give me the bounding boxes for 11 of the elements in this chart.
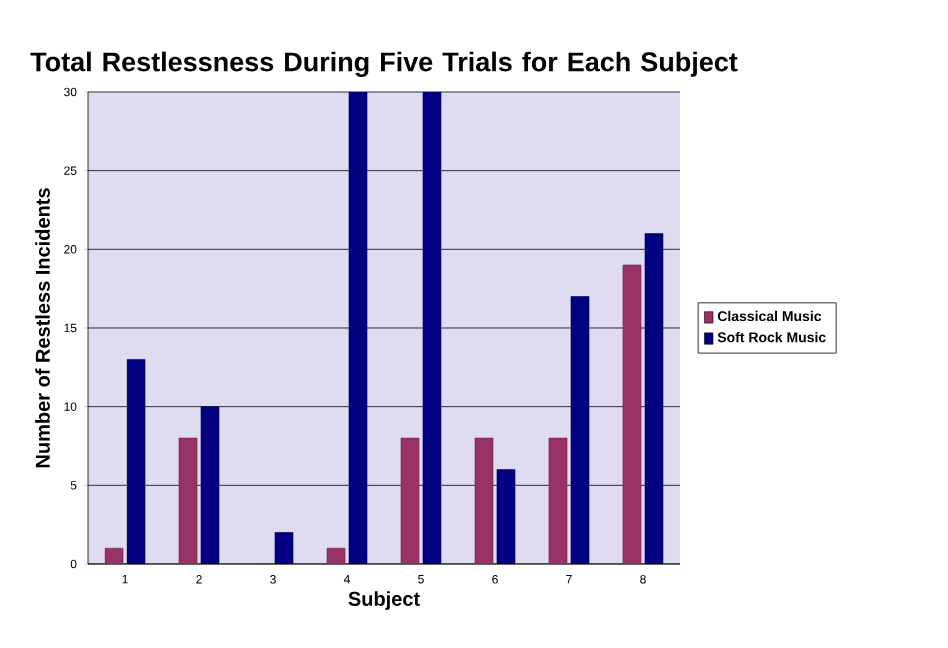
bar xyxy=(126,359,146,564)
bar xyxy=(644,233,664,564)
bar xyxy=(570,296,590,564)
chart-title: Total Restlessness During Five Trials for Each Subject xyxy=(30,51,738,77)
bar xyxy=(200,406,220,564)
bar xyxy=(422,91,442,564)
y-axis-title: Number of Restless Incidents xyxy=(35,188,50,468)
bar xyxy=(274,532,294,564)
bar xyxy=(496,469,516,564)
x-axis-title: Subject xyxy=(348,591,420,610)
bar xyxy=(348,91,368,564)
